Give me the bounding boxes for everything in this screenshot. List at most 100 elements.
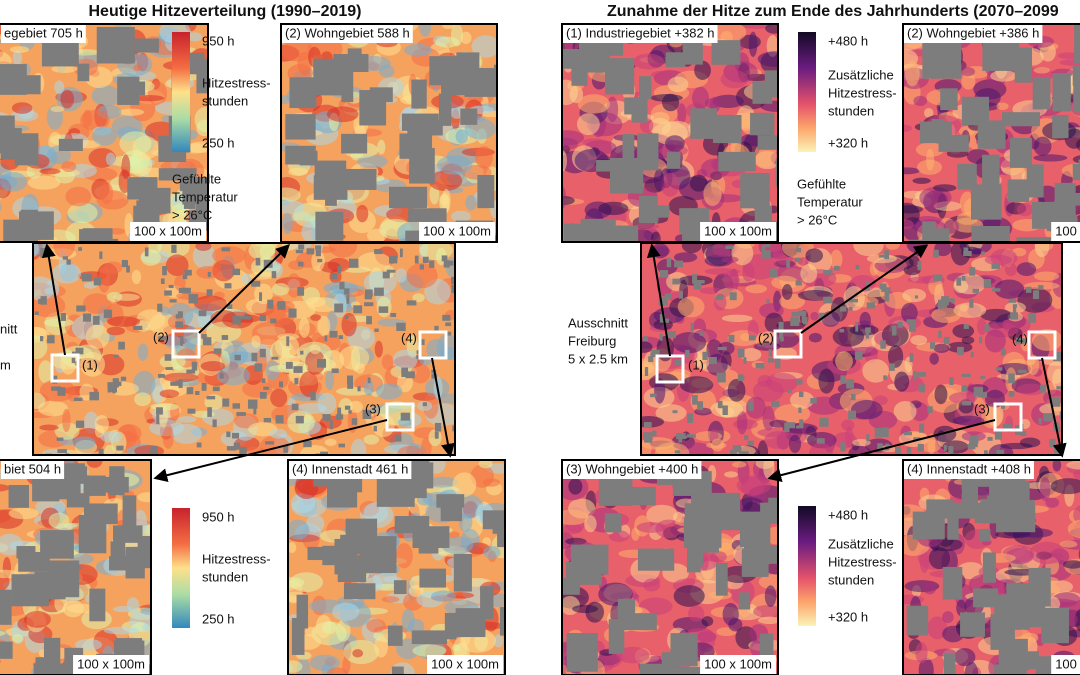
building (76, 305, 86, 312)
building (780, 336, 784, 342)
heat-blob (1016, 202, 1034, 217)
building (761, 244, 766, 252)
heat-blob (27, 175, 61, 190)
heat-blob (988, 444, 1014, 455)
building (791, 311, 800, 317)
heat-blob (850, 346, 878, 357)
building (107, 382, 113, 390)
building (399, 248, 403, 258)
building (644, 367, 649, 376)
building (175, 314, 181, 319)
building (34, 571, 66, 600)
building (755, 362, 765, 369)
heat-blob (436, 393, 455, 404)
heat-blob (984, 254, 1013, 266)
building (81, 273, 92, 282)
building (196, 58, 208, 94)
heat-blob (862, 359, 889, 383)
building (0, 641, 13, 659)
building (346, 294, 350, 304)
focus-label: (4) (1012, 331, 1028, 346)
heat-blob (720, 70, 749, 89)
heat-blob (103, 626, 140, 635)
building (271, 271, 277, 279)
heat-blob (721, 314, 753, 323)
heat-blob (851, 400, 883, 420)
heat-blob (598, 201, 629, 216)
building (566, 561, 602, 585)
building (186, 387, 194, 395)
building (664, 293, 672, 299)
extent: Freiburg (568, 333, 616, 348)
heat-blob (913, 95, 928, 107)
heat-blob (61, 161, 77, 173)
building (126, 265, 130, 273)
heat-blob (722, 603, 739, 626)
building (1009, 138, 1032, 168)
building (51, 386, 61, 391)
building (236, 412, 246, 416)
building (297, 287, 305, 296)
maps (0, 24, 1080, 675)
building (922, 40, 962, 79)
heat-blob (254, 283, 273, 305)
building (943, 653, 956, 675)
heat-blob (395, 543, 413, 569)
building (406, 300, 417, 306)
heat-blob (1072, 155, 1080, 164)
building (718, 151, 756, 172)
map-image (562, 460, 778, 675)
label-bg (1051, 655, 1080, 674)
heat-blob (322, 350, 345, 372)
building (374, 328, 379, 332)
building (1012, 304, 1018, 308)
heat-blob (395, 268, 407, 283)
building (725, 245, 734, 249)
building (387, 625, 403, 646)
extent: 5 x 2.5 km (568, 351, 628, 366)
building (341, 133, 368, 154)
heat-blob (758, 574, 778, 590)
heat-blob (585, 601, 605, 623)
building (288, 308, 297, 318)
heat-blob (0, 659, 1, 663)
note: > 26°C (172, 207, 212, 222)
building (158, 336, 167, 340)
building (317, 358, 327, 368)
heat-blob (74, 638, 103, 651)
building (198, 310, 207, 317)
heat-blob (106, 291, 123, 303)
building (444, 612, 457, 640)
building (443, 260, 450, 268)
building (674, 358, 684, 366)
heat-blob (788, 434, 802, 454)
building (233, 442, 241, 450)
building (346, 375, 353, 384)
heat-blob (426, 476, 458, 488)
building (322, 414, 331, 421)
building (149, 452, 154, 455)
building (340, 534, 375, 555)
heat-blob (131, 269, 142, 285)
heat-blob (309, 344, 321, 355)
building (295, 249, 304, 254)
building (395, 435, 402, 442)
heat-blob (835, 351, 853, 371)
heat-blob (137, 492, 151, 503)
building (765, 243, 771, 248)
heat-blob (163, 372, 199, 383)
building (961, 373, 971, 378)
heat-blob (296, 658, 311, 675)
heat-blob (187, 32, 203, 42)
building (452, 425, 455, 432)
heat-blob (1039, 477, 1051, 502)
building (364, 294, 372, 300)
arrow (198, 244, 291, 334)
building (1052, 114, 1069, 139)
heat-blob (631, 527, 640, 541)
heat-blob (33, 276, 55, 301)
heat-blob (1033, 271, 1060, 281)
legend-min: +320 h (828, 135, 868, 150)
legend-max: +480 h (828, 33, 868, 48)
heat-blob (615, 646, 650, 664)
